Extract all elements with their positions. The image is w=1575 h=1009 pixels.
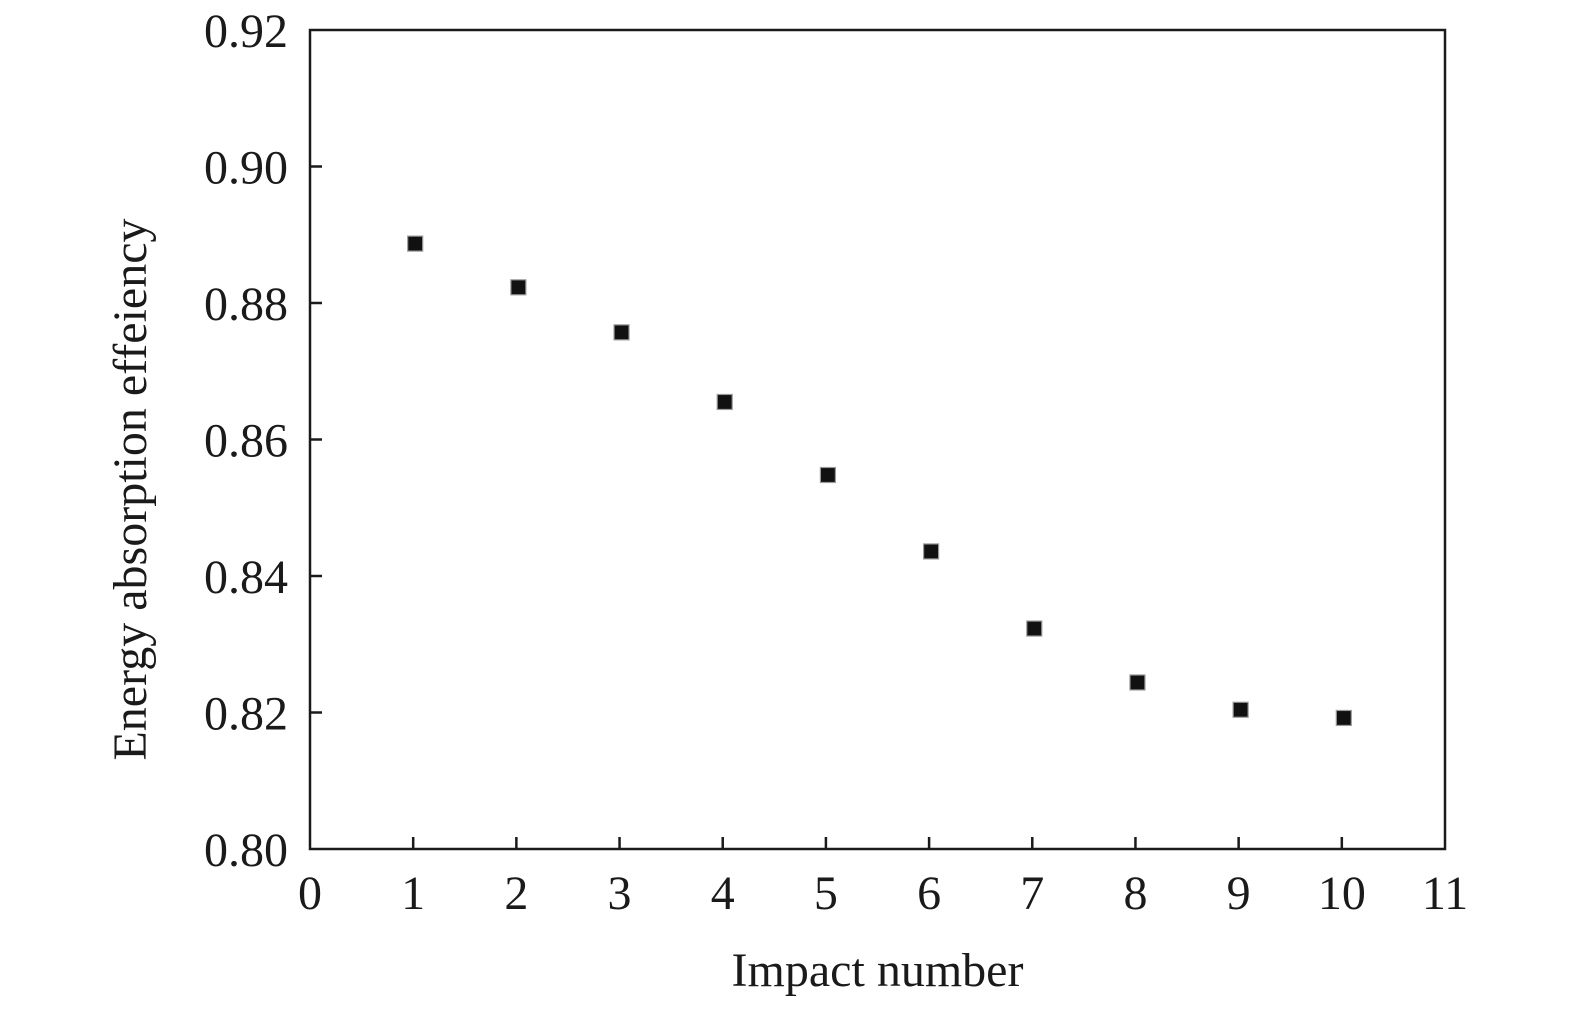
y-tick-label: 0.86 <box>204 415 288 468</box>
x-tick-label: 7 <box>1020 867 1044 920</box>
y-axis-label: Energy absorption effeiency <box>104 218 157 760</box>
x-tick-label: 5 <box>814 867 838 920</box>
y-tick-label: 0.92 <box>204 5 288 58</box>
y-tick-label: 0.82 <box>204 688 288 741</box>
x-tick-label: 9 <box>1227 867 1251 920</box>
plot-frame <box>308 28 1447 851</box>
data-point <box>1232 701 1249 718</box>
data-point <box>407 235 424 252</box>
data-point <box>510 279 527 296</box>
data-point <box>1335 709 1352 727</box>
y-axis-ticks: 0.80 0.82 0.84 0.86 0.88 0.90 0.92 <box>204 5 322 877</box>
data-point <box>1129 674 1146 691</box>
y-tick-label: 0.90 <box>204 142 288 195</box>
data-point <box>1026 620 1043 637</box>
x-axis-ticks: 0 1 2 3 4 5 6 7 8 9 10 11 <box>298 837 1468 920</box>
x-tick-label: 3 <box>608 867 632 920</box>
x-tick-label: 6 <box>917 867 941 920</box>
y-tick-label: 0.84 <box>204 551 288 604</box>
x-tick-label: 2 <box>504 867 528 920</box>
x-tick-label: 11 <box>1422 867 1468 920</box>
data-point <box>922 543 940 560</box>
y-tick-label: 0.80 <box>204 824 288 877</box>
x-tick-label: 0 <box>298 867 322 920</box>
x-tick-label: 8 <box>1123 867 1147 920</box>
y-tick-label: 0.88 <box>204 278 288 331</box>
x-tick-label: 1 <box>401 867 425 920</box>
x-axis-label: Impact number <box>732 944 1024 997</box>
data-points <box>407 235 1352 727</box>
data-point <box>819 466 837 484</box>
x-tick-label: 4 <box>711 867 735 920</box>
data-point <box>716 393 733 411</box>
data-point <box>613 324 630 341</box>
x-tick-label: 10 <box>1318 867 1366 920</box>
